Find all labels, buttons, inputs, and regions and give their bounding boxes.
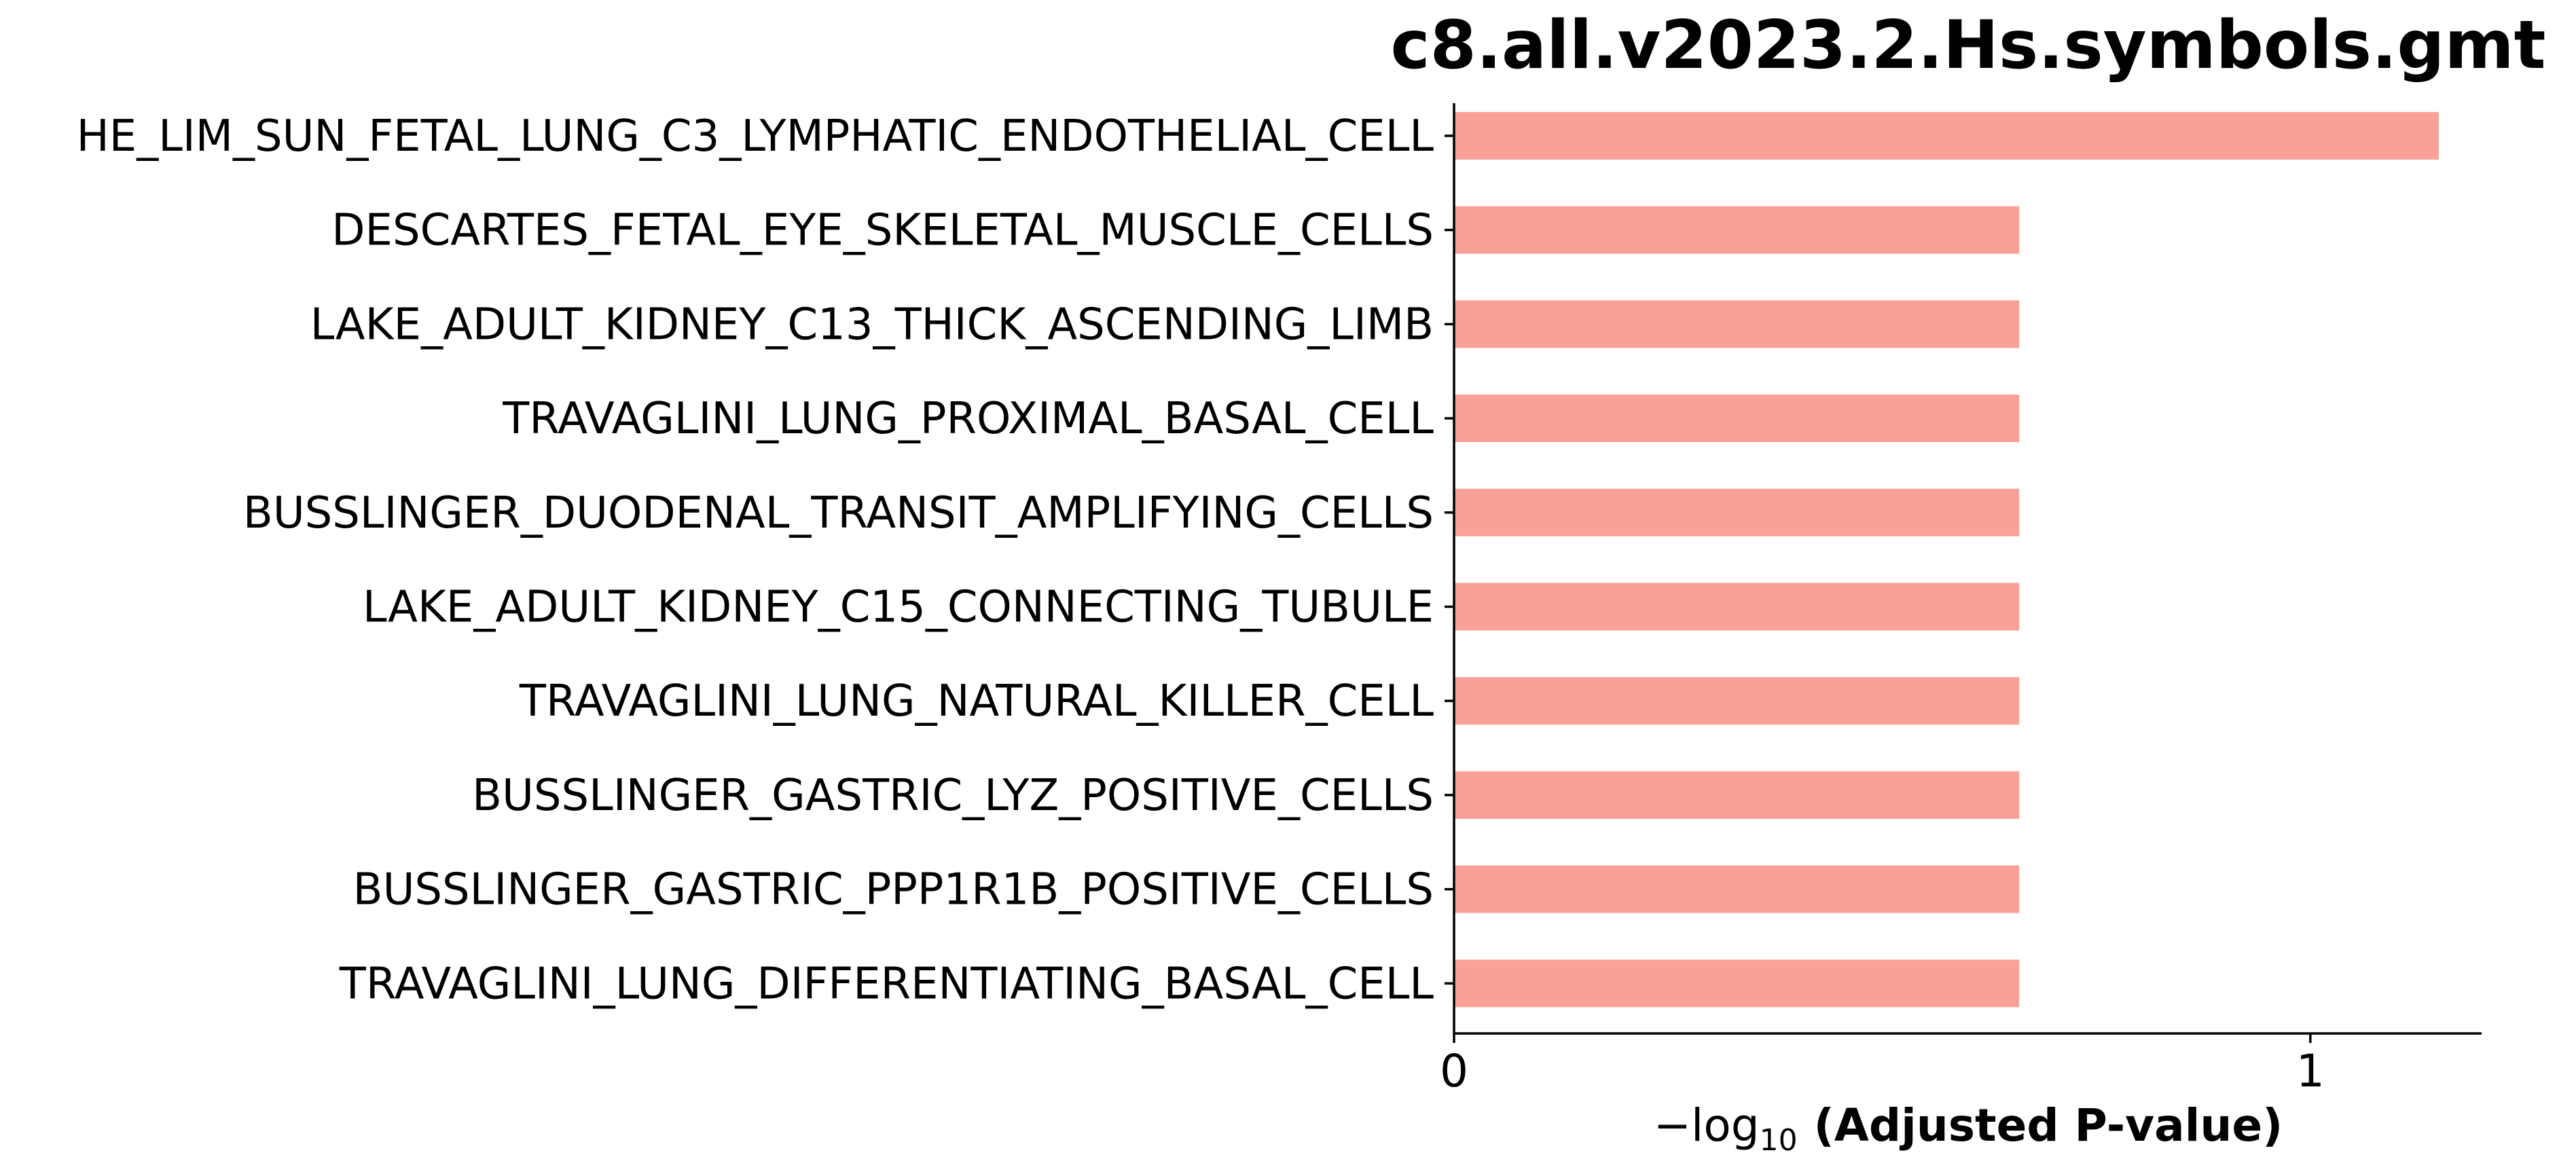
y-tick-marks [1445, 134, 1454, 985]
bar [1454, 488, 2020, 536]
x-axis-label-prefix: −log [1654, 1099, 1760, 1152]
bar [1454, 583, 2020, 631]
y-tick-label: TRAVAGLINI_LUNG_PROXIMAL_BASAL_CELL [502, 394, 1434, 444]
bar [1454, 112, 2439, 160]
x-axis-label-main: (Adjusted P-value) [1814, 1099, 2283, 1152]
x-axis-label-subscript: 10 [1760, 1123, 1798, 1158]
chart-title: c8.all.v2023.2.Hs.symbols.gmt [1391, 7, 2546, 84]
bar [1454, 771, 2020, 819]
y-tick-label: LAKE_ADULT_KIDNEY_C15_CONNECTING_TUBULE [363, 583, 1434, 633]
bar [1454, 677, 2020, 725]
bar [1454, 865, 2020, 913]
y-tick-label: BUSSLINGER_GASTRIC_PPP1R1B_POSITIVE_CELL… [353, 865, 1434, 915]
x-tick-label: 0 [1440, 1045, 1468, 1097]
y-tick-label: DESCARTES_FETAL_EYE_SKELETAL_MUSCLE_CELL… [331, 206, 1434, 256]
bar [1454, 300, 2020, 348]
y-tick-label: BUSSLINGER_DUODENAL_TRANSIT_AMPLIFYING_C… [243, 488, 1434, 538]
bar [1454, 959, 2020, 1008]
y-tick-label: LAKE_ADULT_KIDNEY_C13_THICK_ASCENDING_LI… [310, 299, 1434, 350]
y-tick-label: TRAVAGLINI_LUNG_NATURAL_KILLER_CELL [519, 676, 1434, 727]
y-tick-labels: HE_LIM_SUN_FETAL_LUNG_C3_LYMPHATIC_ENDOT… [77, 111, 1434, 1009]
bar [1454, 395, 2020, 443]
y-tick-label: BUSSLINGER_GASTRIC_LYZ_POSITIVE_CELLS [472, 771, 1434, 821]
x-axis-label: −log10 (Adjusted P-value) [1654, 1099, 2283, 1158]
bar [1454, 206, 2020, 254]
x-tick-label: 1 [2296, 1045, 2325, 1097]
y-tick-label: HE_LIM_SUN_FETAL_LUNG_C3_LYMPHATIC_ENDOT… [77, 111, 1434, 162]
y-tick-label: TRAVAGLINI_LUNG_DIFFERENTIATING_BASAL_CE… [339, 959, 1434, 1009]
bars-group [1454, 112, 2439, 1008]
